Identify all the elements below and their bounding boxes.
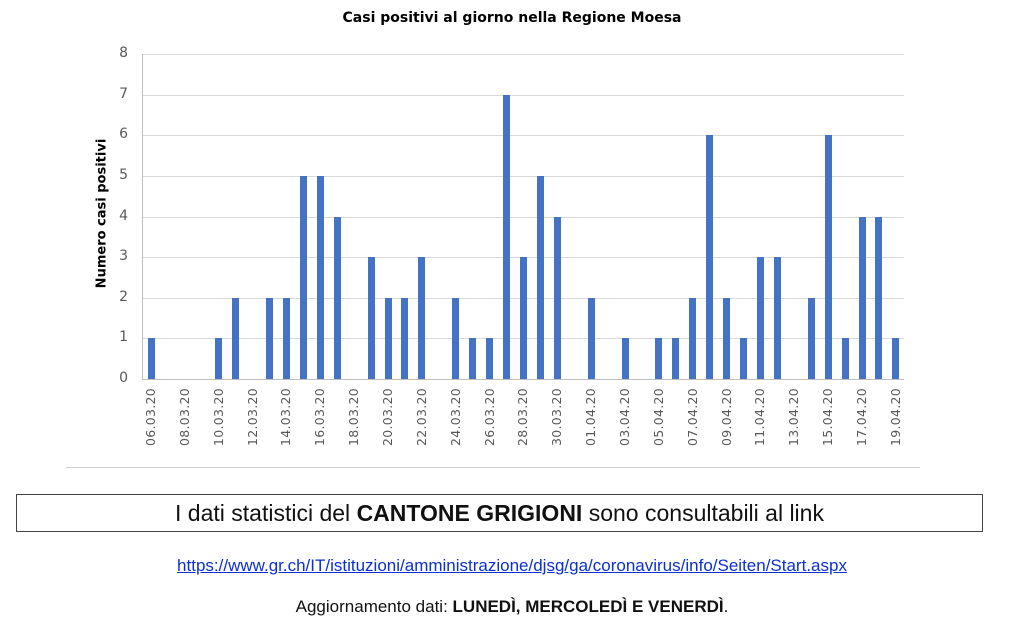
info-box: I dati statistici del CANTONE GRIGIONI s… bbox=[16, 494, 983, 532]
bar-24.03.20 bbox=[452, 297, 460, 379]
x-tick-label: 05.04.20 bbox=[650, 388, 666, 447]
bar-12.04.20 bbox=[773, 257, 781, 379]
bar-28.03.20 bbox=[519, 257, 527, 379]
x-tick-label: 24.03.20 bbox=[447, 388, 463, 447]
plot-area bbox=[142, 54, 904, 379]
bar-15.03.20 bbox=[299, 175, 307, 379]
update-suffix: . bbox=[723, 597, 729, 616]
bar-17.03.20 bbox=[333, 216, 341, 379]
bar-29.03.20 bbox=[536, 175, 544, 379]
bar-16.04.20 bbox=[841, 338, 849, 379]
bar-19.04.20 bbox=[892, 338, 900, 379]
y-tick-label: 8 bbox=[119, 45, 128, 61]
x-tick-label: 19.04.20 bbox=[887, 388, 903, 447]
y-tick-label: 4 bbox=[119, 207, 128, 224]
bar-11.04.20 bbox=[756, 257, 764, 379]
x-tick-label: 28.03.20 bbox=[515, 388, 531, 447]
x-tick-label: 15.04.20 bbox=[820, 388, 836, 447]
x-tick-label: 03.04.20 bbox=[617, 388, 633, 447]
bar-06.03.20 bbox=[147, 338, 155, 379]
bar-22.03.20 bbox=[418, 257, 426, 379]
bar-19.03.20 bbox=[367, 257, 375, 379]
info-suffix: sono consultabili al link bbox=[582, 500, 824, 526]
x-tick-label: 08.03.20 bbox=[176, 388, 192, 447]
gridline bbox=[142, 54, 904, 55]
bar-21.03.20 bbox=[401, 297, 409, 379]
chart-title: Casi positivi al giorno nella Regione Mo… bbox=[342, 10, 682, 26]
y-tick-label: 2 bbox=[119, 288, 128, 305]
bar-10.03.20 bbox=[215, 338, 223, 379]
x-tick-label: 09.04.20 bbox=[718, 388, 734, 447]
gridline bbox=[142, 175, 904, 177]
gridline bbox=[142, 94, 904, 96]
bar-16.03.20 bbox=[316, 175, 324, 379]
info-canton: CANTONE GRIGIONI bbox=[356, 500, 583, 526]
x-tick-label: 10.03.20 bbox=[210, 388, 226, 447]
bar-15.04.20 bbox=[824, 135, 832, 379]
bar-30.03.20 bbox=[553, 216, 561, 379]
y-tick-label: 7 bbox=[119, 85, 128, 102]
statistics-link[interactable]: https://www.gr.ch/IT/istituzioni/amminis… bbox=[177, 556, 847, 575]
bar-25.03.20 bbox=[469, 338, 477, 379]
update-days: LUNEDÌ, MERCOLEDÌ E VENERDÌ bbox=[452, 597, 724, 616]
bar-01.04.20 bbox=[587, 297, 595, 379]
bar-05.04.20 bbox=[655, 338, 663, 379]
bar-09.04.20 bbox=[723, 297, 731, 379]
bar-06.04.20 bbox=[672, 338, 680, 379]
bar-27.03.20 bbox=[503, 94, 511, 379]
x-tick-label: 17.04.20 bbox=[854, 388, 870, 447]
x-tick-label: 22.03.20 bbox=[413, 388, 429, 447]
x-tick-label: 13.04.20 bbox=[786, 388, 802, 447]
x-tick-label: 16.03.20 bbox=[312, 388, 328, 447]
x-tick-label: 07.04.20 bbox=[684, 388, 700, 447]
bar-17.04.20 bbox=[858, 216, 866, 379]
bar-10.04.20 bbox=[740, 338, 748, 379]
bar-14.03.20 bbox=[282, 297, 290, 379]
bar-20.03.20 bbox=[384, 297, 392, 379]
x-tick-label: 01.04.20 bbox=[583, 388, 599, 447]
x-axis-line bbox=[142, 379, 904, 380]
update-schedule: Aggiornamento dati: LUNEDÌ, MERCOLEDÌ E … bbox=[0, 597, 1024, 617]
x-tick-label: 20.03.20 bbox=[380, 388, 396, 447]
info-prefix: I dati statistici del bbox=[175, 500, 357, 526]
y-tick-label: 3 bbox=[119, 248, 128, 265]
x-tick-label: 18.03.20 bbox=[346, 388, 362, 447]
x-tick-label: 12.03.20 bbox=[244, 388, 260, 447]
bar-07.04.20 bbox=[689, 297, 697, 379]
update-prefix: Aggiornamento dati: bbox=[295, 597, 453, 616]
y-tick-label: 5 bbox=[119, 166, 128, 183]
x-tick-label: 30.03.20 bbox=[549, 388, 565, 447]
bar-26.03.20 bbox=[486, 338, 494, 379]
y-tick-label: 1 bbox=[119, 329, 128, 346]
bar-18.04.20 bbox=[875, 216, 883, 379]
gridline bbox=[142, 216, 904, 218]
chart-bottom-divider bbox=[66, 467, 920, 468]
gridline bbox=[142, 135, 904, 137]
bar-03.04.20 bbox=[621, 338, 629, 379]
bar-11.03.20 bbox=[232, 297, 240, 379]
y-tick-label: 0 bbox=[119, 370, 128, 386]
bar-13.03.20 bbox=[266, 297, 273, 379]
bar-08.04.20 bbox=[706, 135, 714, 379]
x-tick-label: 11.04.20 bbox=[752, 388, 768, 447]
x-tick-label: 06.03.20 bbox=[143, 388, 158, 447]
y-tick-label: 6 bbox=[119, 126, 128, 143]
x-tick-label: 26.03.20 bbox=[481, 388, 497, 447]
bar-14.04.20 bbox=[807, 297, 815, 379]
x-tick-label: 14.03.20 bbox=[278, 388, 294, 447]
y-axis-line bbox=[142, 54, 143, 380]
